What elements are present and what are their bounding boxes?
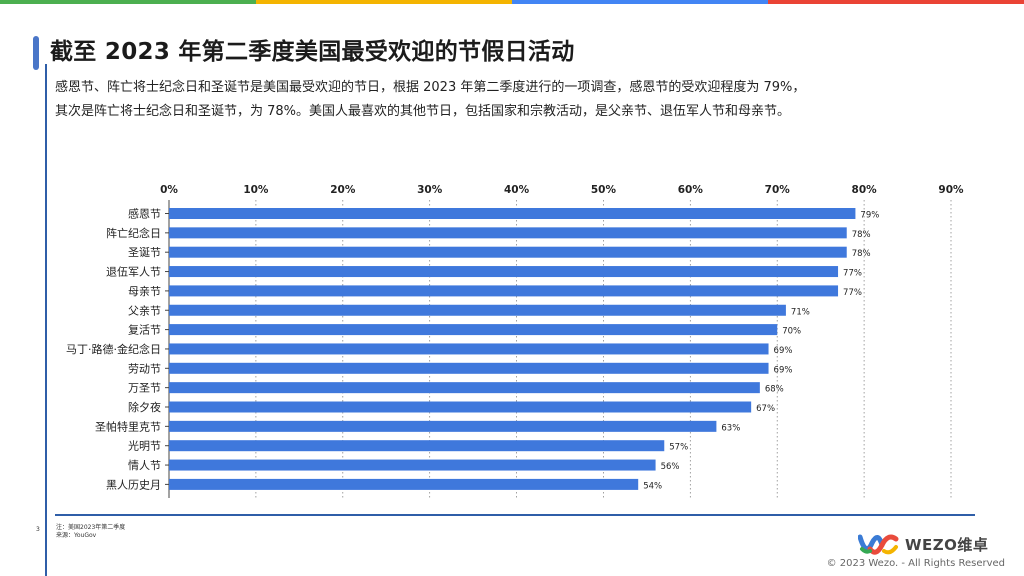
top-bar-red: [768, 0, 1024, 4]
top-bar-green: [0, 0, 256, 4]
bar: [169, 227, 847, 239]
x-tick-label: 20%: [330, 184, 356, 196]
x-tick-label: 0%: [160, 184, 178, 196]
x-tick-label: 60%: [678, 184, 704, 196]
category-label: 万圣节: [128, 382, 161, 395]
category-label: 圣帕特里克节: [95, 419, 161, 433]
title-accent-bar: [33, 36, 39, 70]
footnote: 注：美国2023年第二季度 来源：YouGov: [56, 524, 125, 540]
bar: [169, 478, 639, 490]
x-tick-label: 70%: [765, 184, 791, 196]
top-bar-yellow: [256, 0, 512, 4]
copyright: © 2023 Wezo. - All Rights Reserved: [826, 558, 1005, 569]
top-color-bar: [0, 0, 1024, 4]
data-label: 78%: [852, 230, 871, 240]
category-label: 马丁·路德·金纪念日: [66, 342, 161, 356]
data-label: 70%: [782, 327, 801, 337]
data-label: 78%: [852, 249, 871, 259]
left-vertical-rule: [45, 64, 47, 576]
category-label: 光明节: [128, 439, 161, 453]
data-label: 69%: [774, 346, 793, 356]
bar: [169, 362, 769, 374]
bar: [169, 459, 656, 471]
wezo-logo-icon: [858, 534, 899, 555]
category-label: 情人节: [128, 459, 161, 472]
data-label: 56%: [661, 462, 680, 472]
data-label: 54%: [643, 481, 662, 491]
description-line-2: 其次是阵亡将士纪念日和圣诞节，为 78%。美国人最喜欢的其他节日，包括国家和宗教…: [55, 104, 791, 119]
data-label: 71%: [791, 307, 810, 317]
category-label: 劳动节: [128, 362, 161, 375]
x-tick-label: 30%: [417, 184, 443, 196]
bar: [169, 208, 856, 219]
category-label: 复活节: [128, 323, 161, 337]
bar: [169, 304, 786, 316]
bar: [169, 382, 760, 394]
bar: [169, 246, 847, 258]
data-label: 67%: [756, 404, 775, 414]
page-number: 3: [36, 526, 40, 533]
data-label: 77%: [843, 288, 862, 298]
bar: [169, 420, 717, 432]
data-label: 68%: [765, 385, 784, 395]
bar: [169, 401, 752, 413]
category-label: 除夕夜: [128, 400, 161, 414]
data-label: 79%: [860, 211, 879, 221]
x-tick-label: 80%: [852, 184, 878, 196]
data-label: 63%: [721, 423, 740, 433]
bar: [169, 440, 665, 452]
data-label: 77%: [843, 269, 862, 279]
logo-text: WEZO维卓: [905, 535, 989, 554]
category-label: 阵亡纪念日: [106, 226, 161, 240]
bar: [169, 285, 839, 297]
category-label: 父亲节: [128, 303, 161, 317]
category-label: 母亲节: [128, 284, 161, 298]
x-tick-label: 40%: [504, 184, 530, 196]
x-tick-label: 50%: [591, 184, 617, 196]
category-label: 黑人历史月: [106, 478, 161, 491]
bar: [169, 266, 839, 278]
footnote-note: 注：美国2023年第二季度: [56, 524, 126, 531]
data-label: 57%: [669, 443, 688, 453]
bar: [169, 343, 769, 355]
data-label: 69%: [774, 365, 793, 375]
brand-logo: WEZO维卓: [858, 531, 988, 557]
footnote-source: 来源：YouGov: [56, 532, 97, 539]
top-bar-blue: [512, 0, 768, 4]
description: 感恩节、阵亡将士纪念日和圣诞节是美国最受欢迎的节日，根据 2023 年第二季度进…: [55, 76, 985, 124]
x-tick-label: 90%: [938, 184, 964, 196]
x-tick-label: 10%: [243, 184, 269, 196]
category-label: 感恩节: [128, 208, 161, 221]
bar: [169, 324, 778, 336]
footer-divider: [55, 514, 975, 516]
description-line-1: 感恩节、阵亡将士纪念日和圣诞节是美国最受欢迎的节日，根据 2023 年第二季度进…: [55, 80, 806, 95]
category-label: 退伍军人节: [106, 266, 161, 279]
page-title: 截至 2023 年第二季度美国最受欢迎的节假日活动: [50, 39, 575, 65]
category-label: 圣诞节: [128, 245, 161, 259]
